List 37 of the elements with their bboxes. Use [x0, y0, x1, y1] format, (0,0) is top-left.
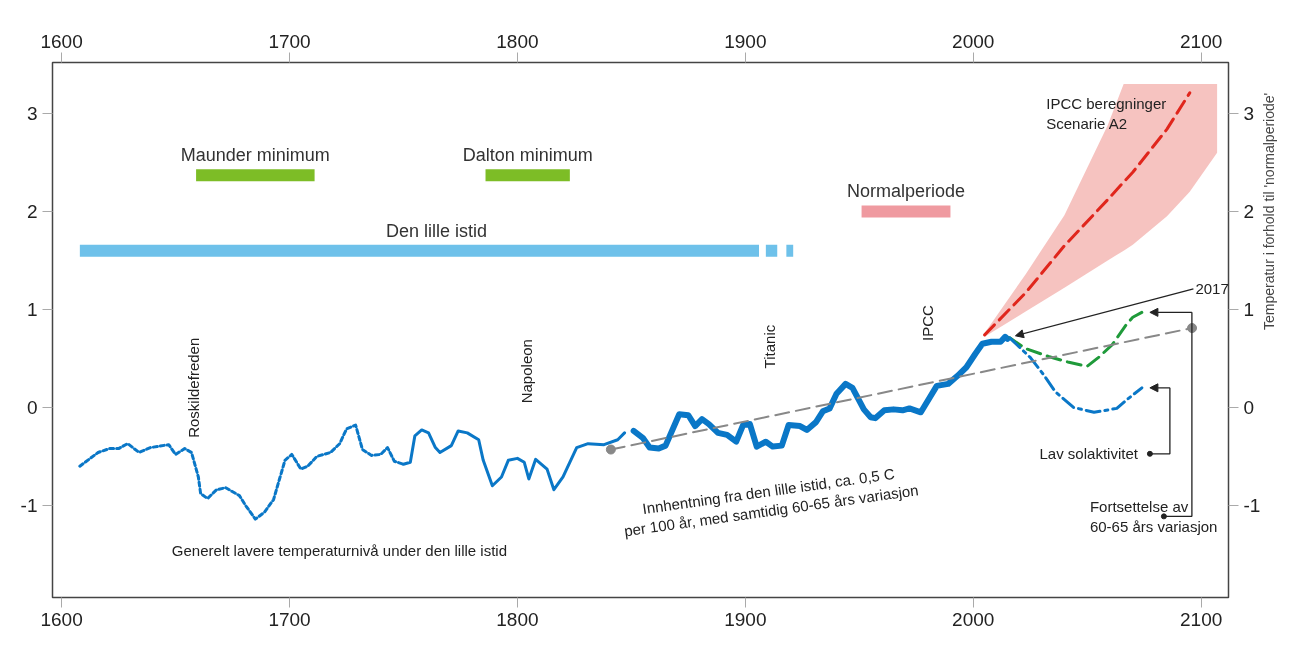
y2-tick-label: -1 — [1243, 494, 1261, 516]
y-tick-label: 2 — [26, 200, 38, 222]
series-label: Normalperiode — [846, 181, 966, 202]
x2-tick-label: 1800 — [496, 30, 539, 52]
annotation: Fortsettelse av 60-65 års variasjon — [1089, 498, 1218, 535]
series-label: Dalton minimum — [462, 145, 593, 166]
y-tick-label: 1 — [26, 298, 38, 320]
y2-axis-title: Temperatur i forhold til 'normalperiode' — [1261, 92, 1278, 330]
series-label: Maunder minimum — [180, 145, 330, 166]
x-tick-label: 2000 — [952, 608, 995, 630]
y-tick-label: -1 — [20, 494, 38, 516]
annotation: IPCC beregninger Scenarie A2 — [1046, 95, 1167, 132]
x-tick-label: 1800 — [496, 608, 539, 630]
x-tick-label: 1600 — [40, 608, 83, 630]
x-tick-label: 2100 — [1180, 608, 1223, 630]
y2-tick-label: 1 — [1243, 298, 1255, 320]
x2-tick-label: 1600 — [40, 30, 83, 52]
x2-tick-label: 1700 — [268, 30, 311, 52]
y2-tick-label: 2 — [1243, 200, 1255, 222]
annotation: Generelt lavere temperaturnivå under den lille istid — [171, 541, 508, 559]
x2-tick-label: 1900 — [724, 30, 767, 52]
x-tick-label: 1700 — [268, 608, 311, 630]
series-label: Den lille istid — [386, 220, 488, 241]
x2-tick-label: 2000 — [952, 30, 995, 52]
annotation: Roskildefreden — [185, 337, 203, 438]
y2-tick-label: 0 — [1243, 396, 1255, 418]
annotation: Napoleon — [517, 339, 535, 404]
y2-tick-label: 3 — [1243, 102, 1255, 124]
annotation: Lav solaktivitet — [1039, 445, 1139, 463]
annotation: IPCC — [918, 304, 936, 341]
annotation: 2017 — [1195, 279, 1229, 297]
annotation: Innhentning fra den lille istid, ca. 0,5 C per 100 år, med samtidig 60-65 års variasjon — [623, 464, 920, 540]
y-tick-label: 0 — [26, 396, 38, 418]
x2-tick-label: 2100 — [1180, 30, 1223, 52]
y-tick-label: 3 — [26, 102, 38, 124]
annotation: Titanic — [761, 324, 779, 369]
x-tick-label: 1900 — [724, 608, 767, 630]
